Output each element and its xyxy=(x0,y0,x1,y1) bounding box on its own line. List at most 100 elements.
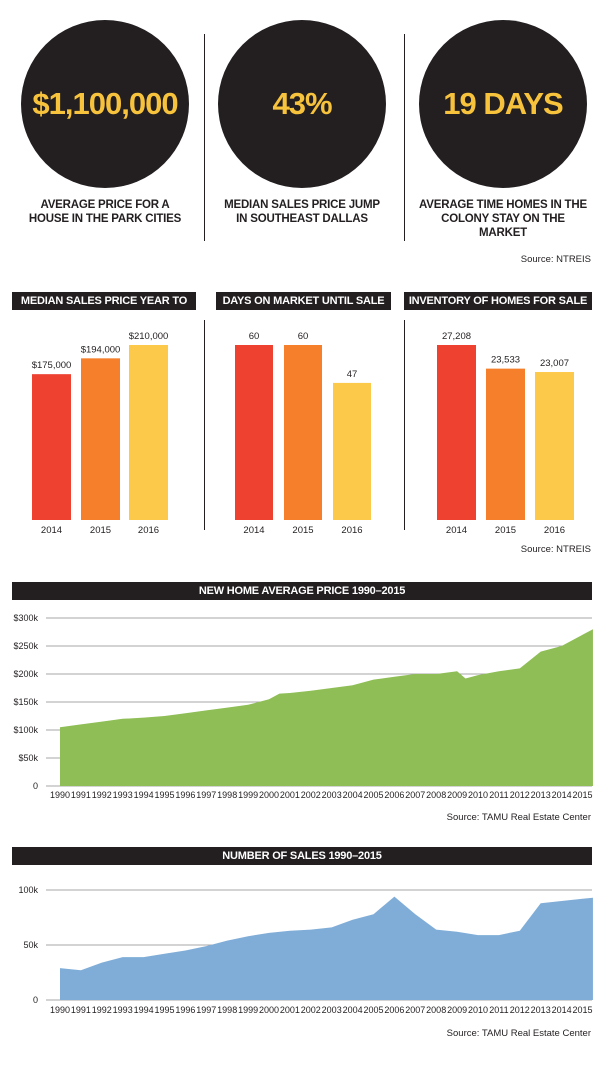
x-tick-label: 1996 xyxy=(175,790,195,800)
bar-charts: $175,000 2014 $194,000 2015 $210,000 2016 60 20… xyxy=(32,331,574,536)
bar-2015 xyxy=(486,368,525,520)
stat-circle: $1,100,000 xyxy=(21,20,189,188)
x-tick-label: 1991 xyxy=(71,790,91,800)
x-tick-label: 2015 xyxy=(572,1005,592,1015)
x-tick-label: 2003 xyxy=(322,790,342,800)
y-tick-label: $100k xyxy=(13,725,38,735)
stat-label-line2: IN SOUTHEAST DALLAS xyxy=(236,213,368,225)
stat-days-on-market: 19 DAYS AVERAGE TIME HOMES IN THE COLONY … xyxy=(418,20,588,240)
stat-circle: 43% xyxy=(218,20,386,188)
stat-label-line2: HOUSE IN THE PARK CITIES xyxy=(28,213,182,225)
sales-area-chart: 0 50k 100k 1990 1991 1992 1993 1994 1995 1996 1997… xyxy=(18,885,593,1015)
divider xyxy=(204,34,205,241)
bar-category-label: 2015 xyxy=(90,525,111,536)
bars-source: Source: NTREIS xyxy=(520,544,591,555)
x-tick-label: 1998 xyxy=(217,1005,237,1015)
x-tick-label: 2008 xyxy=(426,790,446,800)
x-tick-label: 2000 xyxy=(259,790,279,800)
y-tick-label: 50k xyxy=(23,940,38,950)
x-tick-label: 1996 xyxy=(175,1005,195,1015)
x-tick-label: 2009 xyxy=(447,790,467,800)
area-series xyxy=(60,629,593,786)
x-tick-label: 2001 xyxy=(280,790,300,800)
x-tick-label: 1993 xyxy=(113,1005,133,1015)
bar-category-label: 2016 xyxy=(138,525,159,536)
price-chart-title: NEW HOME AVERAGE PRICE 1990–2015 xyxy=(12,582,592,600)
x-tick-label: 2013 xyxy=(531,1005,551,1015)
x-tick-label: 1999 xyxy=(238,790,258,800)
bar-chart-title: DAYS ON MARKET UNTIL SALE xyxy=(216,292,391,310)
bar-value-label: 60 xyxy=(249,331,260,342)
x-tick-label: 2011 xyxy=(489,790,508,800)
y-tick-label: $300k xyxy=(13,613,38,623)
x-tick-label: 2014 xyxy=(552,1005,572,1015)
x-tick-label: 2004 xyxy=(343,1005,363,1015)
bar-value-label: 60 xyxy=(298,331,309,342)
x-tick-label: 1990 xyxy=(50,790,70,800)
stat-label: AVERAGE TIME HOMES IN THE COLONY STAY ON … xyxy=(418,198,588,240)
bar-2014 xyxy=(437,345,476,520)
sales-chart-title: NUMBER OF SALES 1990–2015 xyxy=(12,847,592,865)
price-source: Source: TAMU Real Estate Center xyxy=(446,812,591,823)
stat-label: AVERAGE PRICE FOR A HOUSE IN THE PARK CIT… xyxy=(20,198,190,226)
bar-category-label: 2016 xyxy=(341,525,362,536)
x-tick-label: 2012 xyxy=(510,790,530,800)
bar-chart-title: INVENTORY OF HOMES FOR SALE xyxy=(404,292,592,310)
y-tick-label: $250k xyxy=(13,641,38,651)
bar-value-label: 47 xyxy=(347,369,358,380)
x-tick-label: 1994 xyxy=(134,1005,154,1015)
bar-category-label: 2015 xyxy=(292,525,313,536)
bar-value-label: 23,007 xyxy=(540,358,569,369)
x-tick-label: 2006 xyxy=(384,1005,404,1015)
y-tick-label: 0 xyxy=(33,781,38,791)
stat-label-line1: MEDIAN SALES PRICE JUMP xyxy=(224,199,380,211)
x-tick-label: 2009 xyxy=(447,1005,467,1015)
y-tick-label: $150k xyxy=(13,697,38,707)
stats-source: Source: NTREIS xyxy=(520,254,591,265)
y-tick-label: 100k xyxy=(18,885,38,895)
x-tick-label: 2014 xyxy=(552,790,572,800)
x-tick-label: 1992 xyxy=(92,790,112,800)
bar-category-label: 2014 xyxy=(446,525,467,536)
y-tick-label: $50k xyxy=(18,753,38,763)
stat-label-line2: COLONY STAY ON THE MARKET xyxy=(441,213,565,239)
stat-label: MEDIAN SALES PRICE JUMP IN SOUTHEAST DALL… xyxy=(217,198,387,226)
sales-source: Source: TAMU Real Estate Center xyxy=(446,1028,591,1039)
bar-category-label: 2014 xyxy=(243,525,264,536)
x-tick-label: 1994 xyxy=(134,790,154,800)
divider xyxy=(204,320,205,530)
divider xyxy=(404,320,405,530)
area-series xyxy=(60,896,593,1000)
x-tick-label: 2008 xyxy=(426,1005,446,1015)
x-tick-label: 2013 xyxy=(531,790,551,800)
x-tick-label: 2005 xyxy=(363,1005,383,1015)
bar-2014 xyxy=(235,345,273,520)
stat-value: 19 DAYS xyxy=(443,86,563,121)
bar-category-label: 2016 xyxy=(544,525,565,536)
y-tick-label: $200k xyxy=(13,669,38,679)
x-tick-label: 2010 xyxy=(468,790,488,800)
x-tick-label: 2004 xyxy=(343,790,363,800)
bar-2016 xyxy=(535,372,574,520)
bar-value-label: 27,208 xyxy=(442,331,471,342)
x-tick-label: 2006 xyxy=(384,790,404,800)
x-tick-label: 2005 xyxy=(363,790,383,800)
stat-value: 43% xyxy=(272,86,332,121)
bar-value-label: $175,000 xyxy=(32,360,72,371)
x-tick-label: 2012 xyxy=(510,1005,530,1015)
bar-value-label: $210,000 xyxy=(129,331,169,342)
stat-label-line1: AVERAGE TIME HOMES IN THE xyxy=(419,199,587,211)
x-tick-label: 2002 xyxy=(301,790,321,800)
bar-category-label: 2014 xyxy=(41,525,62,536)
stat-average-price: $1,100,000 AVERAGE PRICE FOR A HOUSE IN T… xyxy=(20,20,190,226)
stat-median-jump: 43% MEDIAN SALES PRICE JUMP IN SOUTHEAST … xyxy=(217,20,387,226)
bar-2015 xyxy=(81,358,120,520)
x-tick-label: 1991 xyxy=(71,1005,91,1015)
y-tick-label: 0 xyxy=(33,995,38,1005)
bar-2015 xyxy=(284,345,322,520)
bar-2014 xyxy=(32,374,71,520)
x-tick-label: 1993 xyxy=(113,790,133,800)
bar-2016 xyxy=(129,345,168,520)
divider xyxy=(404,34,405,241)
